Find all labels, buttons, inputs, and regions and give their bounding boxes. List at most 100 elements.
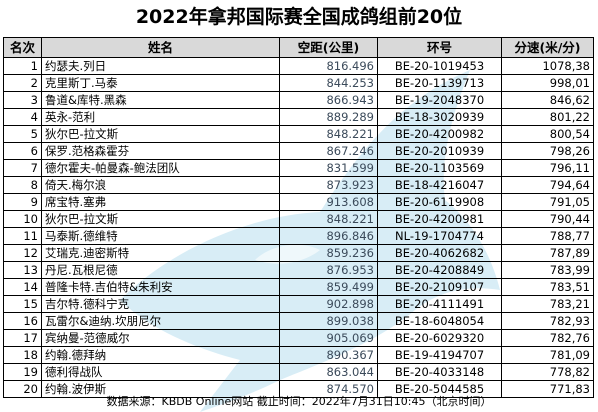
table-row: 15 吉尔特.德科宁克 902.898 BE-20-4111491 783,21	[3, 295, 594, 313]
ring-number-cell: BE-20-4200982	[377, 125, 502, 143]
rank-cell: 4	[3, 108, 42, 126]
distance-cell: 905.069	[279, 329, 378, 347]
name-cell: 狄尔巴-拉文斯	[41, 125, 280, 143]
table-row: 1 约瑟夫.列日 816.496 BE-20-1019453 1078,38	[3, 57, 594, 75]
ring-number-cell: BE-20-4062682	[377, 244, 502, 262]
speed-cell: 800,54	[501, 125, 594, 143]
ring-number-cell: BE-20-4208849	[377, 261, 502, 279]
rank-cell: 1	[3, 57, 42, 75]
rank-cell: 2	[3, 74, 42, 92]
speed-cell: 801,22	[501, 108, 594, 126]
name-cell: 保罗.范格森霍芬	[41, 142, 280, 160]
speed-cell: 798,26	[501, 142, 594, 160]
rank-cell: 13	[3, 261, 42, 279]
page-title: 2022年拿邦国际赛全国成鸽组前20位	[135, 6, 463, 28]
distance-cell: 816.496	[279, 57, 378, 75]
table-row: 2 克里斯丁.马泰 844.253 BE-20-1139713 998,01	[3, 74, 594, 92]
rank-cell: 17	[3, 329, 42, 347]
table-row: 13 丹尼.瓦根尼德 876.953 BE-20-4208849 783,99	[3, 261, 594, 279]
distance-cell: 844.253	[279, 74, 378, 92]
distance-cell: 866.943	[279, 91, 378, 109]
distance-cell: 867.246	[279, 142, 378, 160]
table-row: 10 狄尔巴-拉文斯 848.221 BE-20-4200981 790,44	[3, 210, 594, 228]
ring-number-cell: BE-20-5044585	[377, 380, 502, 398]
speed-cell: 791,05	[501, 193, 594, 211]
name-cell: 约翰.德拜纳	[41, 346, 280, 364]
rank-cell: 5	[3, 125, 42, 143]
ring-number-cell: BE-20-4111491	[377, 295, 502, 313]
rank-cell: 7	[3, 159, 42, 177]
header-distance: 空距(公里)	[279, 37, 378, 58]
name-cell: 艾瑞克.迪密斯特	[41, 244, 280, 262]
ring-number-cell: BE-18-4216047	[377, 176, 502, 194]
table-row: 9 席宝特.塞弗 913.608 BE-20-6119908 791,05	[3, 193, 594, 211]
speed-cell: 781,09	[501, 346, 594, 364]
ring-number-cell: BE-20-6029320	[377, 329, 502, 347]
distance-cell: 848.221	[279, 125, 378, 143]
table-row: 3 鲁道&库特.黑森 866.943 BE-19-2048370 846,62	[3, 91, 594, 109]
speed-cell: 998,01	[501, 74, 594, 92]
name-cell: 德利得战队	[41, 363, 280, 381]
distance-cell: 831.599	[279, 159, 378, 177]
speed-cell: 778,82	[501, 363, 594, 381]
name-cell: 狄尔巴-拉文斯	[41, 210, 280, 228]
table-row: 6 保罗.范格森霍芬 867.246 BE-20-2010939 798,26	[3, 142, 594, 160]
name-cell: 瓦雷尔&迪纳.坎朋尼尔	[41, 312, 280, 330]
header-ring: 环号	[377, 37, 502, 58]
name-cell: 英永-范利	[41, 108, 280, 126]
speed-cell: 787,89	[501, 244, 594, 262]
table-row: 20 约翰.波伊斯 874.570 BE-20-5044585 771,83	[3, 380, 594, 398]
table-row: 18 约翰.德拜纳 890.367 BE-19-4194707 781,09	[3, 346, 594, 364]
table-header-row: 名次 姓名 空距(公里) 环号 分速(米/分)	[3, 37, 594, 58]
name-cell: 约瑟夫.列日	[41, 57, 280, 75]
distance-cell: 859.499	[279, 278, 378, 296]
rank-cell: 15	[3, 295, 42, 313]
header-name: 姓名	[41, 37, 280, 58]
ring-number-cell: BE-20-1139713	[377, 74, 502, 92]
name-cell: 鲁道&库特.黑森	[41, 91, 280, 109]
ring-number-cell: BE-20-2109107	[377, 278, 502, 296]
ring-number-cell: BE-18-3020939	[377, 108, 502, 126]
table-row: 12 艾瑞克.迪密斯特 859.236 BE-20-4062682 787,89	[3, 244, 594, 262]
distance-cell: 876.953	[279, 261, 378, 279]
table-row: 14 普隆卡特.吉伯特&朱利安 859.499 BE-20-2109107 783,51	[3, 278, 594, 296]
rank-cell: 6	[3, 142, 42, 160]
speed-cell: 782,76	[501, 329, 594, 347]
speed-cell: 794,64	[501, 176, 594, 194]
name-cell: 宾纳曼-范德威尔	[41, 329, 280, 347]
distance-cell: 859.236	[279, 244, 378, 262]
ring-number-cell: BE-20-1103569	[377, 159, 502, 177]
name-cell: 席宝特.塞弗	[41, 193, 280, 211]
ring-number-cell: BE-20-4033148	[377, 363, 502, 381]
ring-number-cell: BE-19-4194707	[377, 346, 502, 364]
ring-number-cell: BE-20-4200981	[377, 210, 502, 228]
distance-cell: 889.289	[279, 108, 378, 126]
table-row: 7 德尔霍夫-帕曼森-鲍法团队 831.599 BE-20-1103569 796,11	[3, 159, 594, 177]
distance-cell: 913.608	[279, 193, 378, 211]
speed-cell: 790,44	[501, 210, 594, 228]
rank-cell: 12	[3, 244, 42, 262]
name-cell: 丹尼.瓦根尼德	[41, 261, 280, 279]
ring-number-cell: BE-18-6048054	[377, 312, 502, 330]
ring-number-cell: BE-19-2048370	[377, 91, 502, 109]
table-row: 8 倚天.梅尔浪 873.923 BE-18-4216047 794,64	[3, 176, 594, 194]
header-rank: 名次	[3, 37, 42, 58]
rank-cell: 14	[3, 278, 42, 296]
name-cell: 德尔霍夫-帕曼森-鲍法团队	[41, 159, 280, 177]
table-row: 16 瓦雷尔&迪纳.坎朋尼尔 899.038 BE-18-6048054 782,93	[3, 312, 594, 330]
name-cell: 马泰斯.德维特	[41, 227, 280, 245]
rank-cell: 16	[3, 312, 42, 330]
rank-cell: 11	[3, 227, 42, 245]
distance-cell: 890.367	[279, 346, 378, 364]
rank-cell: 9	[3, 193, 42, 211]
rank-cell: 19	[3, 363, 42, 381]
distance-cell: 896.846	[279, 227, 378, 245]
table-row: 17 宾纳曼-范德威尔 905.069 BE-20-6029320 782,76	[3, 329, 594, 347]
table-row: 5 狄尔巴-拉文斯 848.221 BE-20-4200982 800,54	[3, 125, 594, 143]
source-note: 数据来源：KBDB Online网站 截止时间：2022年7月31日10:45（…	[106, 395, 492, 408]
header-speed: 分速(米/分)	[501, 37, 594, 58]
rank-cell: 3	[3, 91, 42, 109]
ring-number-cell: NL-19-1704774	[377, 227, 502, 245]
name-cell: 克里斯丁.马泰	[41, 74, 280, 92]
distance-cell: 874.570	[279, 380, 378, 398]
